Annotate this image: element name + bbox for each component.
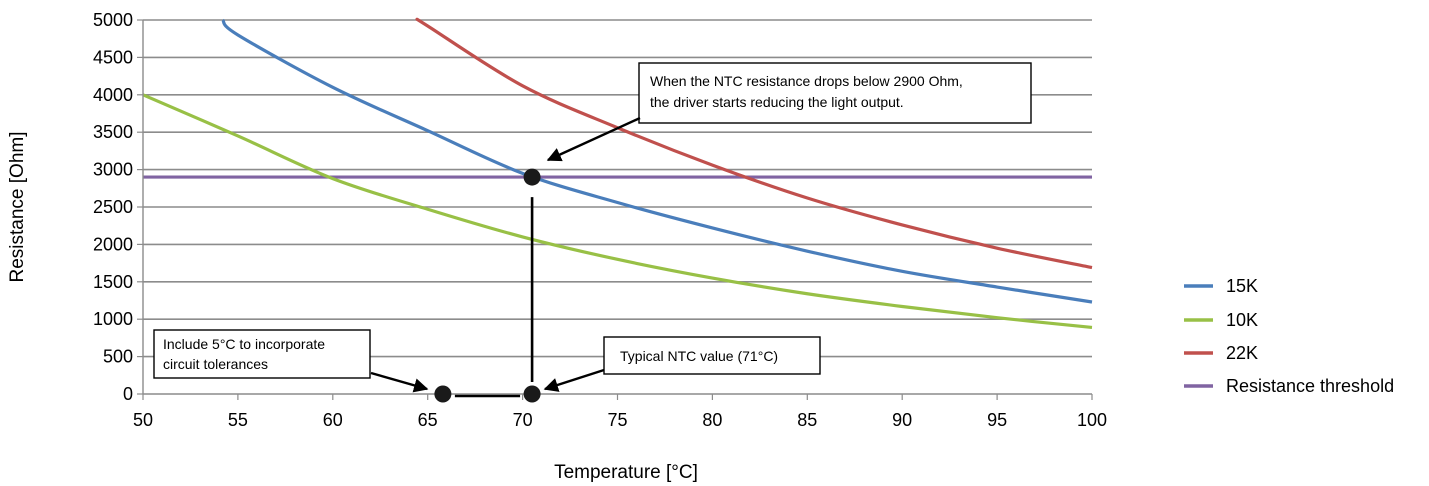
y-tick-label: 0	[123, 384, 133, 404]
grid	[143, 19, 1092, 358]
x-tick-label: 70	[513, 410, 533, 430]
annotations: When the NTC resistance drops below 2900…	[153, 62, 1032, 393]
y-tick-label: 2500	[93, 197, 133, 217]
annotation-arrow-1	[546, 116, 641, 162]
x-tick-label: 100	[1077, 410, 1107, 430]
y-tick-label: 1000	[93, 309, 133, 329]
x-tick-label: 95	[987, 410, 1007, 430]
marker-point-3	[434, 385, 452, 403]
series-line-10k	[142, 93, 1093, 330]
series-layer	[142, 17, 1093, 330]
x-axis-label: Temperature [°C]	[554, 462, 698, 483]
legend-label: 22K	[1226, 343, 1258, 363]
x-tick-label: 80	[702, 410, 722, 430]
annotation-text: Include 5°C to incorporate	[163, 336, 325, 352]
annotation-arrow-2	[543, 368, 605, 392]
y-axis-label: Resistance [Ohm]	[7, 132, 28, 283]
markers	[434, 168, 541, 403]
annotation-arrow-3	[370, 371, 429, 393]
y-tick-label: 5000	[93, 10, 133, 30]
annotation-text: When the NTC resistance drops below 2900…	[650, 73, 963, 89]
marker-connectors	[454, 197, 534, 398]
x-tick-label: 60	[323, 410, 343, 430]
annotation-text: the driver starts reducing the light out…	[650, 94, 904, 110]
marker-point-1	[523, 168, 541, 186]
y-tick-label: 3000	[93, 160, 133, 180]
legend-label: 15K	[1226, 276, 1258, 296]
annotation-text: circuit tolerances	[163, 356, 268, 372]
y-tick-label: 4000	[93, 85, 133, 105]
x-tick-label: 90	[892, 410, 912, 430]
y-tick-label: 2000	[93, 234, 133, 254]
x-tick-label: 75	[607, 410, 627, 430]
y-tick-label: 500	[103, 347, 133, 367]
annotation-text: Typical NTC value (71°C)	[620, 348, 778, 364]
y-tick-label: 4500	[93, 47, 133, 67]
annotation-box-3	[153, 329, 371, 379]
series-line-22k	[415, 17, 1093, 270]
annotation-box-1	[638, 62, 1032, 124]
annotation-box-2	[603, 336, 821, 375]
x-tick-label: 85	[797, 410, 817, 430]
series-line-15k	[221, 18, 1093, 304]
x-tick-label: 55	[228, 410, 248, 430]
x-tick-label: 50	[133, 410, 153, 430]
marker-point-2	[523, 385, 541, 403]
legend-label: Resistance threshold	[1226, 376, 1394, 396]
y-tick-label: 1500	[93, 272, 133, 292]
y-tick-label: 3500	[93, 122, 133, 142]
legend: 15K 10K 22K Resistance threshold	[1184, 276, 1394, 396]
axes: 0 500 1000 1500 2000 2500 3000 3500 4000 4500 5000…	[93, 10, 1107, 430]
legend-label: 10K	[1226, 310, 1258, 330]
x-tick-label: 65	[418, 410, 438, 430]
